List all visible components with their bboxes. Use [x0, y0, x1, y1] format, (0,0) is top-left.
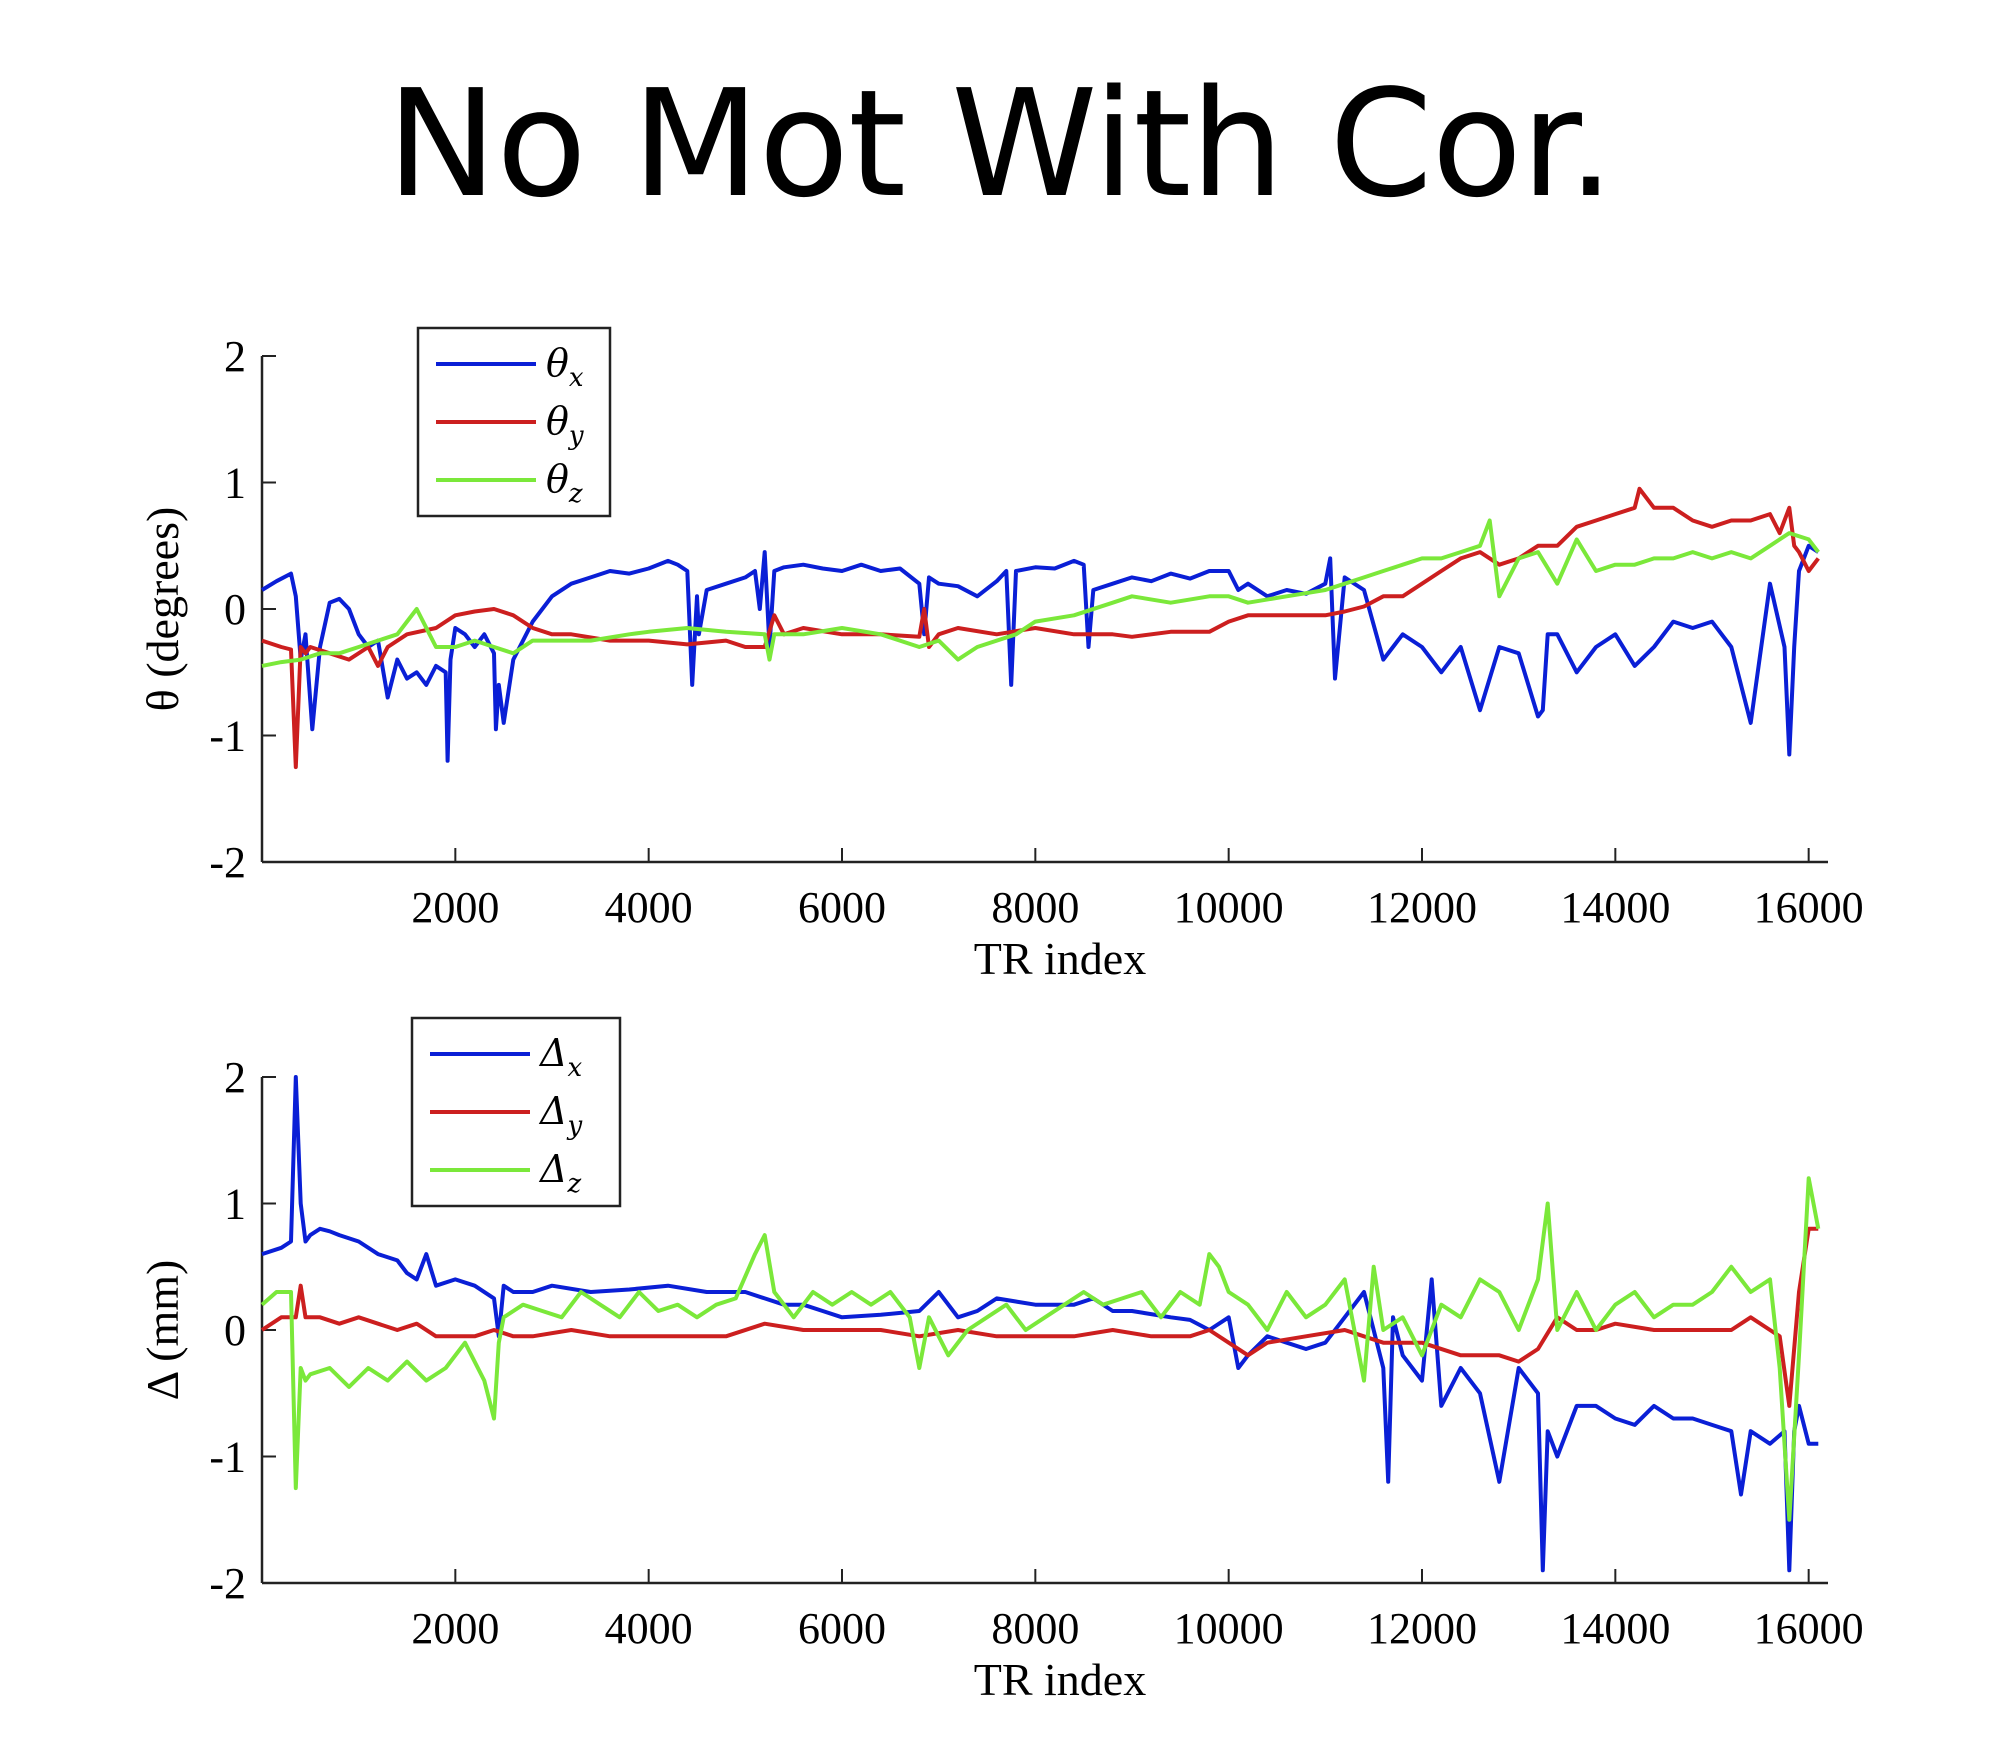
y-tick-label: -2 — [209, 838, 246, 887]
y-tick-label: 1 — [224, 1180, 246, 1229]
rotation-chart: 2000 4000 6000 8000 10000 12000 14000 16000 2 1 0 -… — [137, 326, 1864, 984]
series-line-x — [261, 1075, 1819, 1573]
y-tick-label: 0 — [224, 585, 246, 634]
x-tick-label: 10000 — [1174, 883, 1284, 932]
x-tick-label: 12000 — [1367, 1604, 1477, 1653]
series-line-z — [261, 518, 1820, 668]
x-tick-label: 6000 — [798, 1604, 886, 1653]
legend-label-x: θx — [546, 341, 584, 393]
x-tick-label: 2000 — [411, 1604, 499, 1653]
x-tick-label: 4000 — [605, 1604, 693, 1653]
x-tick-label: 8000 — [991, 883, 1079, 932]
legend-label-z: Δz — [538, 1147, 581, 1199]
y-tick-label: 2 — [224, 332, 246, 381]
legend-label-y: θy — [546, 399, 584, 451]
series-line-z — [260, 1176, 1821, 1522]
legend-label-z: θz — [546, 457, 583, 509]
y-axis-label: Δ (mm) — [137, 1260, 188, 1401]
x-tick-label: 12000 — [1367, 883, 1477, 932]
y-axis-label: θ (degrees) — [137, 507, 188, 712]
x-tick-label: 10000 — [1174, 1604, 1284, 1653]
x-tick-label: 6000 — [798, 883, 886, 932]
y-tick-label: -1 — [209, 712, 246, 761]
y-tick-label: 1 — [224, 459, 246, 508]
x-tick-label: 2000 — [411, 883, 499, 932]
x-tick-label: 14000 — [1560, 1604, 1670, 1653]
translation-chart: 2000 4000 6000 8000 10000 12000 14000 16000 2 1 0 -… — [137, 1016, 1864, 1705]
legend: Δx Δy Δz — [410, 1016, 622, 1208]
series-line-y — [261, 486, 1820, 770]
y-tick-label: 0 — [224, 1306, 246, 1355]
series-line-x — [260, 543, 1820, 763]
x-axis-label: TR index — [974, 1654, 1146, 1705]
y-tick-label: -2 — [209, 1559, 246, 1608]
legend: θx θy θz — [416, 326, 612, 518]
x-tick-label: 4000 — [605, 883, 693, 932]
series-line-y — [260, 1226, 1819, 1408]
x-axis-label: TR index — [974, 933, 1146, 984]
y-tick-label: -1 — [209, 1433, 246, 1482]
x-tick-label: 14000 — [1560, 883, 1670, 932]
x-tick-label: 16000 — [1754, 1604, 1864, 1653]
legend-label-y: Δy — [538, 1089, 582, 1141]
slide-title: No Mot With Cor. — [386, 58, 1615, 230]
legend-label-x: Δx — [538, 1031, 582, 1083]
y-tick-label: 2 — [224, 1053, 246, 1102]
x-tick-label: 16000 — [1754, 883, 1864, 932]
x-tick-label: 8000 — [991, 1604, 1079, 1653]
